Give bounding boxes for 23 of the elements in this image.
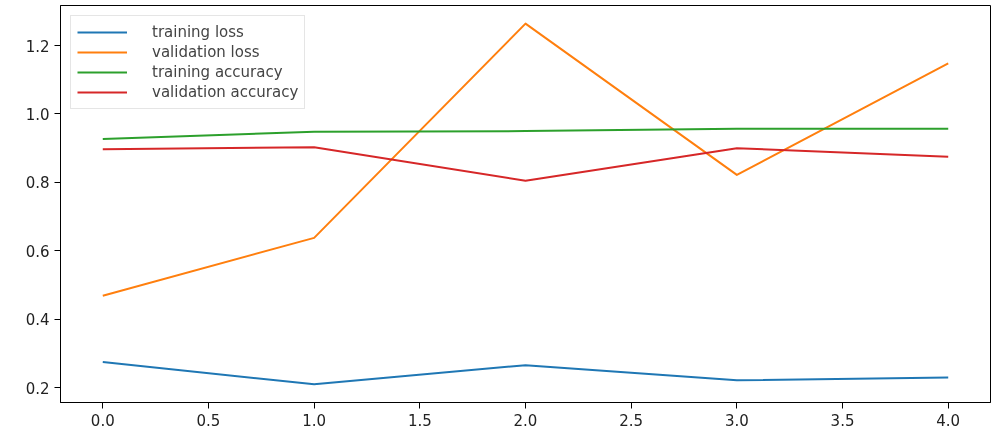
legend-label: training loss [152,23,244,41]
y-tick-label: 0.8 [25,174,50,193]
line-series [101,361,950,386]
legend-label: validation loss [152,43,260,61]
legend-label: training accuracy [152,63,283,81]
x-tick-label: 0.5 [196,411,221,430]
x-tick-label: 4.0 [936,411,961,430]
x-tick-label: 1.0 [302,411,327,430]
x-tick-label: 3.0 [724,411,749,430]
line-series [101,127,950,140]
y-tick-label: 0.6 [25,242,50,261]
legend-label: validation accuracy [152,83,299,101]
x-tick-label: 3.5 [830,411,855,430]
y-tick-label: 0.2 [25,379,50,398]
line-series [101,146,950,182]
y-tick-label: 1.0 [25,105,50,124]
x-tick-label: 0.0 [90,411,115,430]
y-tick-label: 0.4 [25,311,50,330]
line-series [101,22,950,297]
x-tick-label: 1.5 [407,411,432,430]
x-tick-label: 2.0 [513,411,538,430]
y-tick-label: 1.2 [25,37,50,56]
x-tick-label: 2.5 [619,411,644,430]
